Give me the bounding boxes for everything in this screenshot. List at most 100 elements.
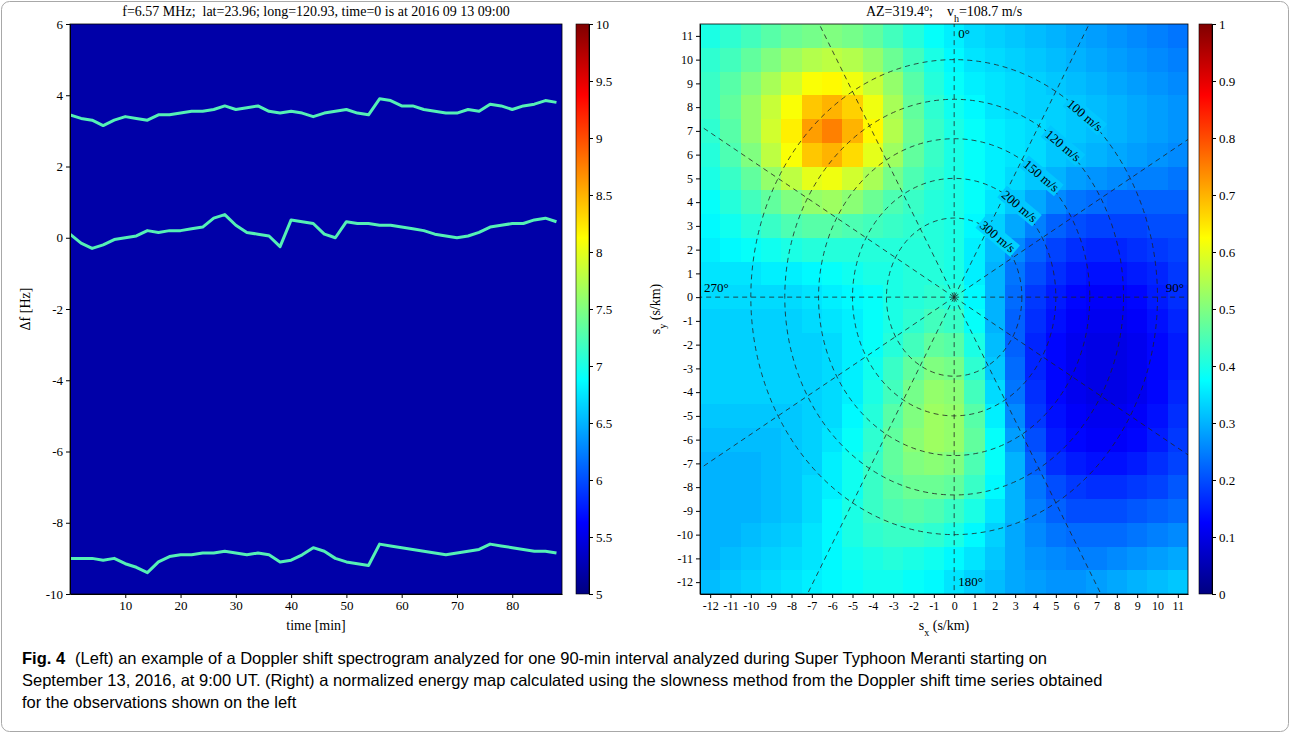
tick: -4: [52, 373, 70, 388]
cell: [1086, 499, 1107, 523]
tick-label: 11: [1173, 599, 1185, 613]
azimuth-label: 180°: [958, 574, 983, 589]
tick: 50: [340, 594, 353, 613]
cell: [1127, 404, 1148, 428]
tick-mark: [696, 36, 700, 37]
tick: -5: [848, 594, 858, 613]
figure-frame: [2, 2, 1289, 732]
tick-label: 80: [506, 598, 519, 613]
cell: [1127, 309, 1148, 333]
tick: -9: [767, 594, 777, 613]
tick: -7: [683, 457, 700, 471]
ring-label: 120 m/s: [1042, 126, 1083, 164]
text-part: (s/km): [929, 618, 969, 634]
cell: [781, 119, 802, 143]
ring-label: 150 m/s: [1021, 157, 1062, 195]
cell: [1025, 333, 1046, 357]
cell: [1127, 428, 1148, 452]
cell: [863, 428, 884, 452]
cell: [720, 333, 741, 357]
cell: [903, 190, 924, 214]
tick: 6: [1074, 594, 1080, 613]
cell: [1147, 48, 1168, 72]
cell: [863, 309, 884, 333]
tick: 5.5: [589, 530, 612, 545]
colorbar-axis: 00.10.20.30.40.50.60.70.80.91: [1212, 17, 1236, 602]
cell: [761, 119, 782, 143]
cell: [842, 262, 863, 286]
tick: 0.5: [1212, 302, 1235, 317]
tick-mark: [696, 273, 700, 274]
cell: [1168, 570, 1188, 594]
tick-mark: [696, 463, 700, 464]
tick: 10: [681, 53, 700, 67]
tick-mark: [696, 368, 700, 369]
cell: [700, 48, 721, 72]
tick: 0.4: [1212, 359, 1236, 374]
cell: [863, 499, 884, 523]
cell: [964, 143, 985, 167]
cell: [924, 119, 945, 143]
cell: [822, 357, 843, 381]
cell: [903, 167, 924, 191]
tick-mark: [589, 537, 593, 538]
cell: [761, 95, 782, 119]
cell: [883, 357, 904, 381]
cell: [964, 309, 985, 333]
cell: [964, 262, 985, 286]
cell: [1046, 404, 1067, 428]
tick-label: 3: [687, 219, 693, 233]
tick: 80: [506, 594, 519, 613]
cell: [985, 333, 1006, 357]
cell: [700, 547, 721, 571]
tick: 11: [681, 29, 700, 43]
cell: [964, 333, 985, 357]
cell: [1005, 72, 1026, 96]
cell: [761, 404, 782, 428]
cell: [700, 214, 721, 238]
cell: [781, 72, 802, 96]
tick-mark: [934, 594, 935, 598]
tick-label: 2: [687, 243, 693, 257]
cell: [924, 262, 945, 286]
cell: [1086, 475, 1107, 499]
tick-label: 8: [687, 100, 693, 114]
axis-line: [701, 594, 1189, 595]
cell: [1025, 24, 1046, 48]
cell: [802, 475, 823, 499]
tick-mark: [1212, 252, 1216, 253]
cell: [1066, 475, 1087, 499]
azimuth-spoke: [700, 297, 954, 298]
tick-mark: [1137, 594, 1138, 598]
cell: [1127, 95, 1148, 119]
cell: [985, 547, 1006, 571]
tick-label: 7: [596, 359, 603, 374]
cell: [1005, 499, 1026, 523]
tick: -7: [807, 594, 817, 613]
cell: [883, 499, 904, 523]
cell: [1107, 262, 1128, 286]
cell: [802, 452, 823, 476]
cell: [842, 214, 863, 238]
cell: [883, 309, 904, 333]
cell: [822, 190, 843, 214]
cell: [1066, 380, 1087, 404]
cell: [985, 404, 1006, 428]
tick: -10: [46, 587, 70, 602]
cell: [1147, 95, 1168, 119]
tick-label: 0.7: [1219, 188, 1236, 203]
cell: [1005, 262, 1026, 286]
tick: 0.1: [1212, 530, 1235, 545]
cell: [924, 214, 945, 238]
cell: [741, 547, 762, 571]
cell: [964, 72, 985, 96]
cell: [720, 119, 741, 143]
cell: [1046, 72, 1067, 96]
cell: [883, 238, 904, 262]
cell: [802, 380, 823, 404]
tick-mark: [1212, 195, 1216, 196]
tick-mark: [696, 202, 700, 203]
cell: [1107, 24, 1128, 48]
ring-label-group: 120 m/s: [1041, 125, 1086, 166]
cell: [720, 190, 741, 214]
